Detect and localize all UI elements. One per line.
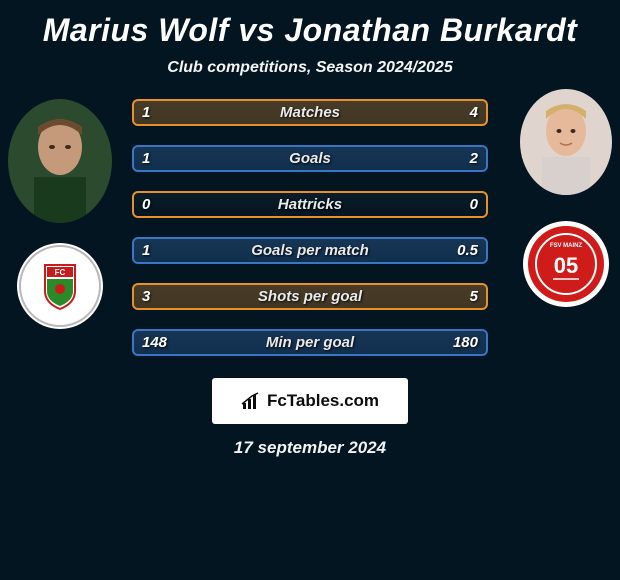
stat-fill-left — [134, 285, 264, 308]
stat-row: 3 5 Shots per goal — [132, 283, 488, 310]
page-title: Marius Wolf vs Jonathan Burkardt — [43, 12, 578, 49]
stat-value-right: 0 — [470, 196, 478, 213]
stat-value-right: 5 — [470, 288, 478, 305]
svg-text:05: 05 — [554, 253, 578, 278]
club-right-badge: FSV MAINZ 05 — [523, 221, 609, 307]
club-left-badge: FC — [17, 243, 103, 329]
stat-value-left: 3 — [142, 288, 150, 305]
player-right-column: FSV MAINZ 05 — [520, 89, 612, 307]
stat-value-left: 148 — [142, 334, 167, 351]
stat-label: Hattricks — [278, 196, 342, 213]
stat-fill-left — [134, 147, 250, 170]
subtitle: Club competitions, Season 2024/2025 — [167, 59, 452, 77]
comparison-container: Marius Wolf vs Jonathan Burkardt Club co… — [0, 0, 620, 458]
date-text: 17 september 2024 — [234, 438, 386, 458]
stat-value-right: 2 — [470, 150, 478, 167]
player-right-avatar — [520, 89, 612, 195]
stat-label: Goals per match — [251, 242, 369, 259]
stat-fill-right — [204, 101, 486, 124]
stat-row: 0 0 Hattricks — [132, 191, 488, 218]
player-left-avatar — [8, 99, 112, 223]
stat-fill-right — [250, 147, 486, 170]
stat-row: 148 180 Min per goal — [132, 329, 488, 356]
stat-value-left: 1 — [142, 242, 150, 259]
attribution-badge: FcTables.com — [212, 378, 408, 424]
stat-label: Matches — [280, 104, 340, 121]
stat-value-left: 0 — [142, 196, 150, 213]
stat-row: 1 4 Matches — [132, 99, 488, 126]
attribution-text: FcTables.com — [267, 391, 379, 411]
stat-row: 1 2 Goals — [132, 145, 488, 172]
svg-text:FC: FC — [55, 268, 66, 277]
stat-label: Shots per goal — [258, 288, 362, 305]
chart-icon — [241, 391, 261, 411]
stat-label: Goals — [289, 150, 331, 167]
player-left-column: FC — [8, 99, 112, 329]
stat-row: 1 0.5 Goals per match — [132, 237, 488, 264]
stats-bars: 1 4 Matches 1 2 Goals 0 0 Hattricks 1 0.5 Goals per… — [132, 99, 488, 356]
svg-text:FSV MAINZ: FSV MAINZ — [550, 243, 583, 249]
stat-value-right: 0.5 — [457, 242, 478, 259]
stat-value-left: 1 — [142, 104, 150, 121]
stat-value-right: 4 — [470, 104, 478, 121]
stat-value-left: 1 — [142, 150, 150, 167]
stats-area: FC 1 4 Matches 1 2 Goals 0 0 Hattricks 1 0.5 Goals … — [0, 99, 620, 356]
stat-label: Min per goal — [266, 334, 354, 351]
stat-value-right: 180 — [453, 334, 478, 351]
